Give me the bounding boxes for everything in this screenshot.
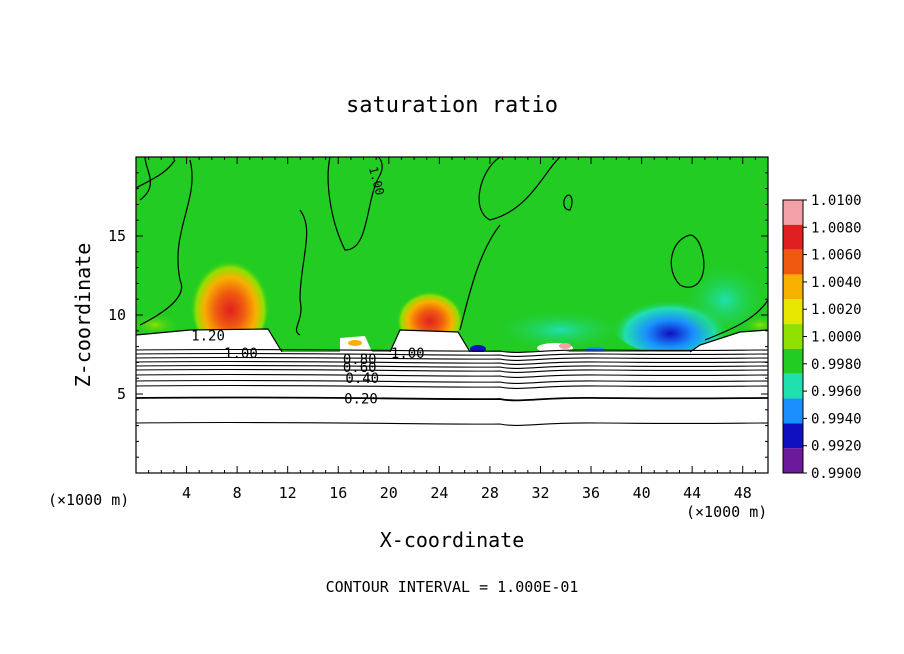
x-axis: 4 8 12 16 20 24 28 32 36 40 44 48 (148, 157, 756, 502)
field-white-region (136, 329, 768, 352)
colorbar-swatch-7 (783, 373, 803, 399)
colorbar-label-1: 1.0080 (811, 220, 862, 236)
x-tick-label-4: 20 (380, 484, 398, 502)
contour-level-9 (136, 396, 768, 402)
contour-line-8 (563, 194, 573, 211)
x-tick-label-8: 36 (582, 484, 600, 502)
x-tick-label-1: 8 (233, 484, 242, 502)
x-tick-label-6: 28 (481, 484, 499, 502)
contour-label-5: 0.40 (345, 371, 379, 387)
x-tick-label-3: 16 (329, 484, 347, 502)
contour-line-2 (139, 159, 193, 326)
colorbar-label-5: 1.0000 (811, 330, 862, 346)
colorbar-swatch-0 (783, 200, 803, 225)
contour-line-1 (139, 157, 151, 201)
x-tick-label-0: 4 (182, 484, 191, 502)
contour-lines (136, 157, 768, 426)
field-orange-patch (348, 340, 362, 346)
contour-label-0: 1.20 (191, 329, 225, 345)
y-axis: 5 10 15 (108, 172, 768, 458)
contour-level-4 (136, 364, 768, 369)
x-tick-label-10: 44 (683, 484, 701, 502)
y-axis-title: Z-coordinate (71, 243, 95, 388)
colorbar-label-3: 1.0040 (811, 275, 862, 291)
colorbar-label-4: 1.0020 (811, 302, 862, 318)
contour-line-6 (459, 224, 501, 331)
contour-line-9 (704, 299, 768, 341)
colorbar-label-6: 0.9980 (811, 357, 862, 373)
contour-line-5 (478, 157, 561, 221)
x-unit-label-left: (×1000 m) (48, 491, 129, 509)
colorbar-swatch-2 (783, 249, 803, 275)
colorbar: 1.0100 1.0080 1.0060 1.0040 1.0020 1.0000 0.99… (782, 193, 862, 482)
colorbar-swatch-10 (783, 448, 803, 473)
contour-level-6 (136, 373, 768, 378)
x-tick-label-9: 40 (633, 484, 651, 502)
field-anomaly-low-1 (470, 345, 486, 353)
contour-interval-note: CONTOUR INTERVAL = 1.000E-01 (326, 578, 579, 596)
x-unit-label-right: (×1000 m) (686, 503, 767, 521)
field-anomaly-0 (190, 250, 270, 350)
contour-level-8 (136, 384, 768, 389)
colorbar-label-0: 1.0100 (811, 193, 862, 209)
colorbar-swatch-5 (783, 324, 803, 349)
colorbar-label-8: 0.9940 (811, 411, 862, 427)
contour-line-0 (136, 159, 176, 189)
colorbar-label-2: 1.0060 (811, 248, 862, 264)
contour-label-2: 1.00 (391, 346, 425, 362)
colorbar-swatch-3 (783, 274, 803, 300)
field-pink-patch (559, 343, 571, 349)
contour-level-1 (136, 352, 768, 357)
chart-title: saturation ratio (346, 93, 558, 118)
colorbar-swatch-6 (783, 348, 803, 374)
contour-line-3 (295, 209, 308, 336)
x-tick-label-5: 24 (430, 484, 448, 502)
x-tick-label-11: 48 (734, 484, 752, 502)
contour-level-3 (136, 360, 768, 365)
contour-label-3: 0.80 (343, 352, 377, 368)
field-lower-region (136, 352, 768, 473)
contour-level-2 (136, 356, 768, 361)
x-axis-title: X-coordinate (380, 528, 525, 552)
colorbar-swatch-9 (783, 423, 803, 449)
colorbar-swatch-1 (783, 224, 803, 250)
colorbar-label-10: 0.9900 (811, 466, 862, 482)
contour-level-5 (136, 368, 768, 373)
x-tick-label-7: 32 (531, 484, 549, 502)
contour-level-7 (136, 379, 768, 384)
contour-cloud-edge (136, 328, 768, 353)
colorbar-swatch-8 (783, 398, 803, 424)
contour-level-10 (136, 421, 768, 426)
x-tick-label-2: 12 (279, 484, 297, 502)
field-anomaly-4 (490, 308, 630, 352)
contour-level-0 (136, 348, 768, 353)
colorbar-swatch-4 (783, 299, 803, 325)
field-anomaly-5 (136, 313, 180, 337)
colorbar-label-7: 0.9960 (811, 384, 862, 400)
colorbar-label-9: 0.9920 (811, 439, 862, 455)
contour-label-1: 1.00 (224, 346, 258, 362)
y-tick-label-2: 15 (108, 227, 126, 245)
y-tick-label-1: 10 (108, 306, 126, 324)
contour-label-6: 0.20 (344, 392, 378, 408)
heatmap-field (136, 157, 768, 473)
contour-label-4: 0.60 (343, 360, 377, 376)
contour-line-4 (327, 157, 383, 251)
y-tick-label-0: 5 (117, 385, 126, 403)
contour-line-7 (670, 234, 705, 288)
